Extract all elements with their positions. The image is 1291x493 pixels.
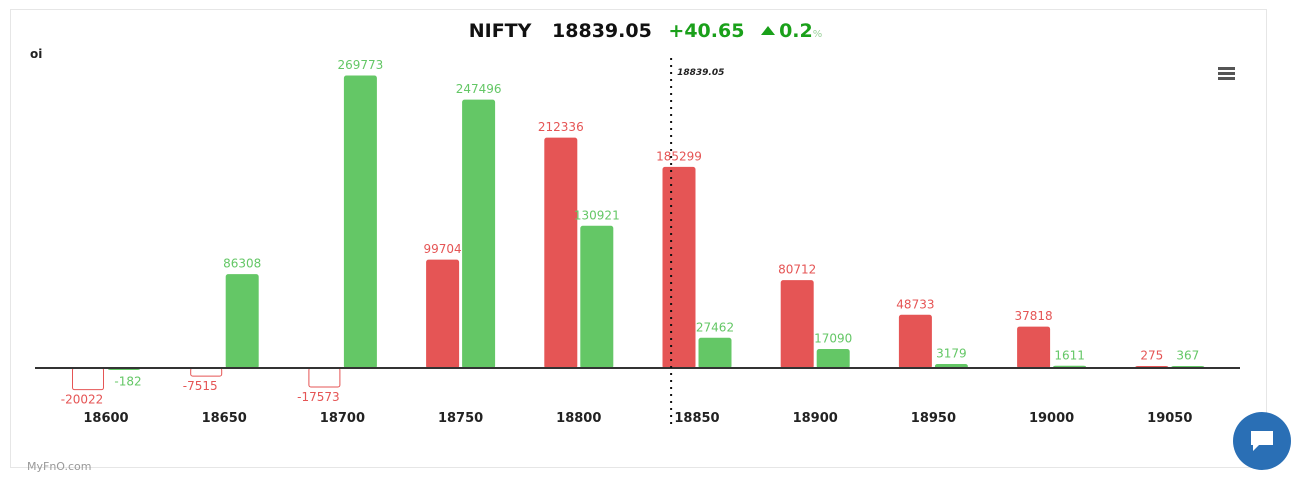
chat-icon [1251, 431, 1273, 451]
data-label: 80712 [778, 263, 816, 277]
x-tick-label: 18650 [202, 411, 247, 426]
x-tick-label: 18850 [674, 411, 719, 426]
data-label: 37818 [1015, 309, 1053, 323]
bar-red-negative [72, 367, 104, 391]
bar-red [780, 280, 814, 369]
brand-watermark: MyFnO.com [27, 460, 92, 473]
data-label: 275 [1140, 349, 1163, 363]
hamburger-menu-icon[interactable] [1218, 67, 1235, 82]
bar-red [544, 137, 578, 369]
bar-red-negative [190, 367, 223, 377]
data-label: -182 [114, 375, 141, 389]
data-label: -20022 [61, 393, 104, 407]
pct-sign: % [812, 29, 823, 40]
bar-red-negative [308, 367, 341, 388]
data-label: -17573 [297, 390, 340, 404]
x-tick-label: 18750 [438, 411, 483, 426]
bar-green [580, 225, 614, 369]
price: 18839.05 [552, 20, 652, 42]
chart-header: NIFTY 18839.05 +40.65 0.2% [0, 20, 1291, 42]
bar-green [816, 349, 850, 369]
y-axis-label: oi [30, 47, 43, 61]
data-label: 48733 [896, 297, 934, 311]
data-label: 17090 [814, 332, 852, 346]
data-label: 27462 [696, 320, 734, 334]
bar-green [462, 99, 496, 369]
x-tick-label: 18600 [83, 411, 128, 426]
bar-green [698, 337, 732, 369]
data-label: 130921 [574, 208, 620, 222]
x-tick-label: 18800 [556, 411, 601, 426]
x-tick-label: 18950 [911, 411, 956, 426]
chart-frame [10, 9, 1267, 468]
bar-red [662, 166, 696, 369]
symbol: NIFTY [468, 20, 532, 42]
data-label: 1611 [1054, 348, 1085, 362]
data-label: 86308 [223, 257, 261, 271]
x-tick-label: 18900 [793, 411, 838, 426]
bar-green [225, 274, 259, 369]
bar-red [1017, 326, 1051, 369]
change-pct: 0.2 [779, 20, 813, 42]
data-label: -7515 [183, 379, 218, 393]
data-label: 247496 [456, 82, 502, 96]
bar-green [343, 75, 377, 369]
x-tick-label: 18700 [320, 411, 365, 426]
chat-button[interactable] [1233, 412, 1291, 470]
spot-label: 18839.05 [677, 68, 724, 78]
bar-red [898, 314, 932, 369]
up-arrow-icon [761, 26, 776, 35]
change: +40.65 [668, 20, 745, 42]
data-label: 367 [1176, 349, 1199, 363]
data-label: 3179 [936, 347, 967, 361]
x-tick-label: 19050 [1147, 411, 1192, 426]
data-label: 269773 [337, 58, 383, 72]
data-label: 212336 [538, 120, 584, 134]
data-label: 185299 [656, 149, 702, 163]
data-label: 99704 [424, 242, 462, 256]
x-tick-label: 19000 [1029, 411, 1074, 426]
bar-red [426, 259, 460, 369]
